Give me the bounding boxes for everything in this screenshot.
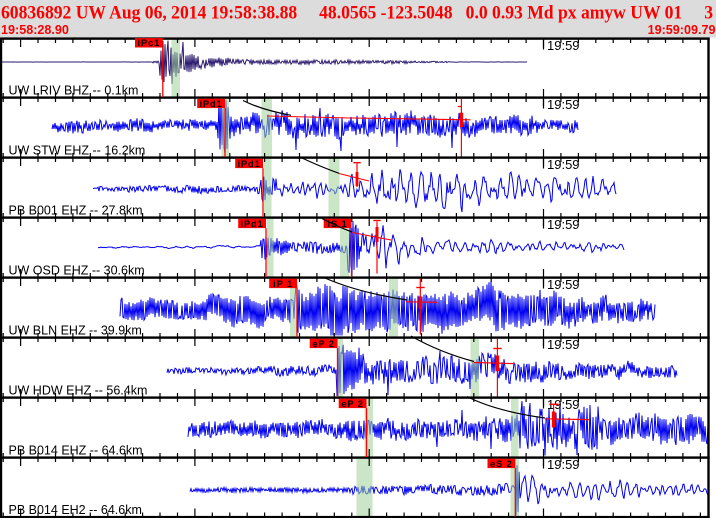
svg-text:PB B001 EHZ -- 27.8km: PB B001 EHZ -- 27.8km	[9, 203, 143, 217]
svg-text:19:59: 19:59	[547, 217, 580, 232]
svg-text:19:59: 19:59	[547, 277, 580, 292]
svg-text:UW BLN EHZ -- 39.9km: UW BLN EHZ -- 39.9km	[9, 323, 142, 337]
svg-text:19:59: 19:59	[547, 38, 580, 53]
svg-text:19:59:09.79: 19:59:09.79	[648, 23, 716, 37]
svg-text:60836892 UW Aug 06, 2014 19:58: 60836892 UW Aug 06, 2014 19:58:38.88 48.…	[1, 2, 713, 23]
svg-text:PB B014 EH2 -- 64.6km: PB B014 EH2 -- 64.6km	[9, 503, 142, 517]
svg-text:UW HDW EHZ -- 56.4km: UW HDW EHZ -- 56.4km	[9, 383, 148, 397]
svg-text:UW STW EHZ -- 16.2km: UW STW EHZ -- 16.2km	[9, 143, 146, 157]
svg-text:19:59: 19:59	[547, 97, 580, 112]
svg-text:UW LRIV BHZ -- 0.1km: UW LRIV BHZ -- 0.1km	[9, 83, 139, 97]
svg-text:19:59: 19:59	[547, 397, 580, 412]
svg-text:19:59: 19:59	[547, 337, 580, 352]
svg-text:iS 1: iS 1	[328, 219, 348, 229]
svg-text:iPd1: iPd1	[199, 99, 222, 109]
svg-text:iPc1: iPc1	[138, 38, 161, 48]
svg-text:eS 2: eS 2	[490, 459, 513, 469]
svg-text:UW OSD EHZ -- 30.6km: UW OSD EHZ -- 30.6km	[9, 263, 145, 277]
svg-text:iP 1: iP 1	[273, 279, 293, 289]
svg-text:eP 2: eP 2	[341, 399, 364, 409]
svg-text:iPd1: iPd1	[237, 159, 260, 169]
svg-text:iPd1: iPd1	[240, 219, 263, 229]
svg-text:eP 2: eP 2	[312, 339, 335, 349]
svg-text:19:59: 19:59	[547, 457, 580, 472]
svg-text:19:58:28.90: 19:58:28.90	[1, 23, 69, 37]
svg-text:19:59: 19:59	[547, 157, 580, 172]
svg-text:PB B014 EHZ -- 64.6km: PB B014 EHZ -- 64.6km	[9, 443, 143, 457]
